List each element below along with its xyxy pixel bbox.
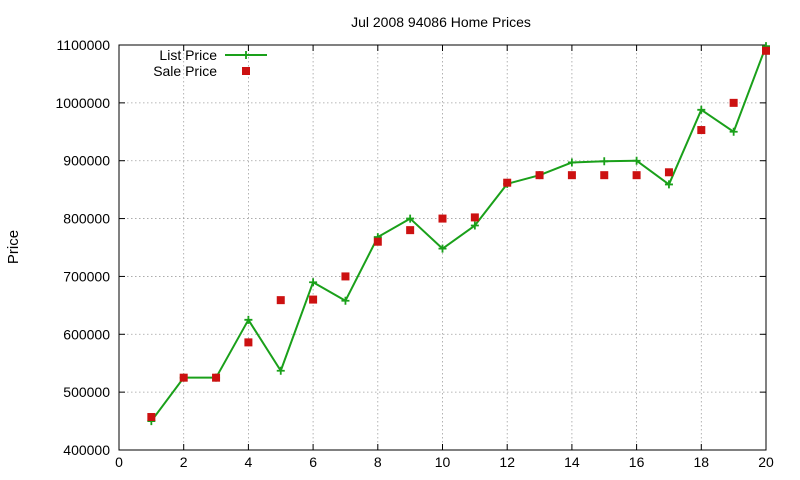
y-tick-label: 600000: [63, 326, 110, 342]
list-price-point: [567, 158, 576, 167]
sale-price-point: [600, 171, 609, 180]
plot-area: 0 2 4 6 8 10 12 14 16 18 20 400000 500000 600000 70000…: [55, 37, 774, 470]
sale-price-point: [503, 178, 512, 187]
list-price-point: [276, 366, 285, 375]
list-price-point: [632, 156, 641, 165]
x-tick-label: 16: [629, 454, 645, 470]
sale-price-point: [762, 46, 770, 55]
x-tick-label: 4: [245, 454, 253, 470]
sale-price-point: [632, 171, 641, 180]
list-price-point: [470, 221, 479, 230]
sale-price-point: [179, 373, 188, 382]
list-price-point: [664, 180, 673, 189]
sale-price-point: [276, 296, 285, 305]
list-price-line: [150, 45, 767, 422]
legend-label-sale-price: Sale Price: [153, 63, 217, 79]
sale-price-point: [373, 237, 382, 246]
list-price-point: [244, 315, 253, 324]
sale-price-point: [567, 171, 576, 180]
list-price-point: [341, 296, 350, 305]
x-tick-label: 20: [758, 454, 774, 470]
y-tick-label: 800000: [63, 211, 110, 227]
x-tick-label: 10: [435, 454, 451, 470]
sale-price-point: [212, 373, 221, 382]
chart-title: Jul 2008 94086 Home Prices: [351, 14, 531, 30]
sale-price-point: [309, 295, 318, 304]
sale-price-point: [535, 171, 544, 180]
y-tick-label: 500000: [63, 384, 110, 400]
sale-price-point: [406, 226, 415, 235]
sale-price-point: [341, 272, 350, 281]
sale-price-point: [438, 214, 447, 223]
y-tick-label: 1100000: [57, 37, 111, 53]
y-tick-label: 1000000: [55, 95, 110, 111]
list-price-point: [309, 278, 318, 287]
sale-price-point: [470, 213, 479, 222]
sale-price-point: [729, 98, 738, 107]
x-tick-label: 6: [309, 454, 317, 470]
legend-label-list-price: List Price: [159, 47, 217, 63]
sale-price-point: [147, 413, 156, 422]
sale-price-point: [664, 168, 673, 177]
x-tick-label: 8: [374, 454, 382, 470]
list-price-point: [729, 127, 738, 136]
legend-marker-list-price: [242, 51, 250, 59]
sale-price-point: [697, 126, 706, 135]
list-price-point: [438, 244, 447, 253]
x-tick-label: 14: [564, 454, 580, 470]
list-price-point: [697, 105, 706, 114]
list-price-point: [406, 214, 415, 223]
x-tick-label: 18: [694, 454, 710, 470]
list-price-point: [600, 157, 609, 166]
y-tick-label: 900000: [63, 153, 110, 169]
x-tick-label: 0: [115, 454, 123, 470]
sale-price-point: [244, 338, 253, 347]
x-tick-label: 2: [180, 454, 188, 470]
x-tick-label: 12: [499, 454, 515, 470]
legend-marker-sale-price: [242, 67, 250, 75]
y-tick-label: 700000: [63, 268, 110, 284]
y-axis-label: Price: [5, 230, 22, 264]
y-tick-label: 400000: [63, 442, 110, 458]
